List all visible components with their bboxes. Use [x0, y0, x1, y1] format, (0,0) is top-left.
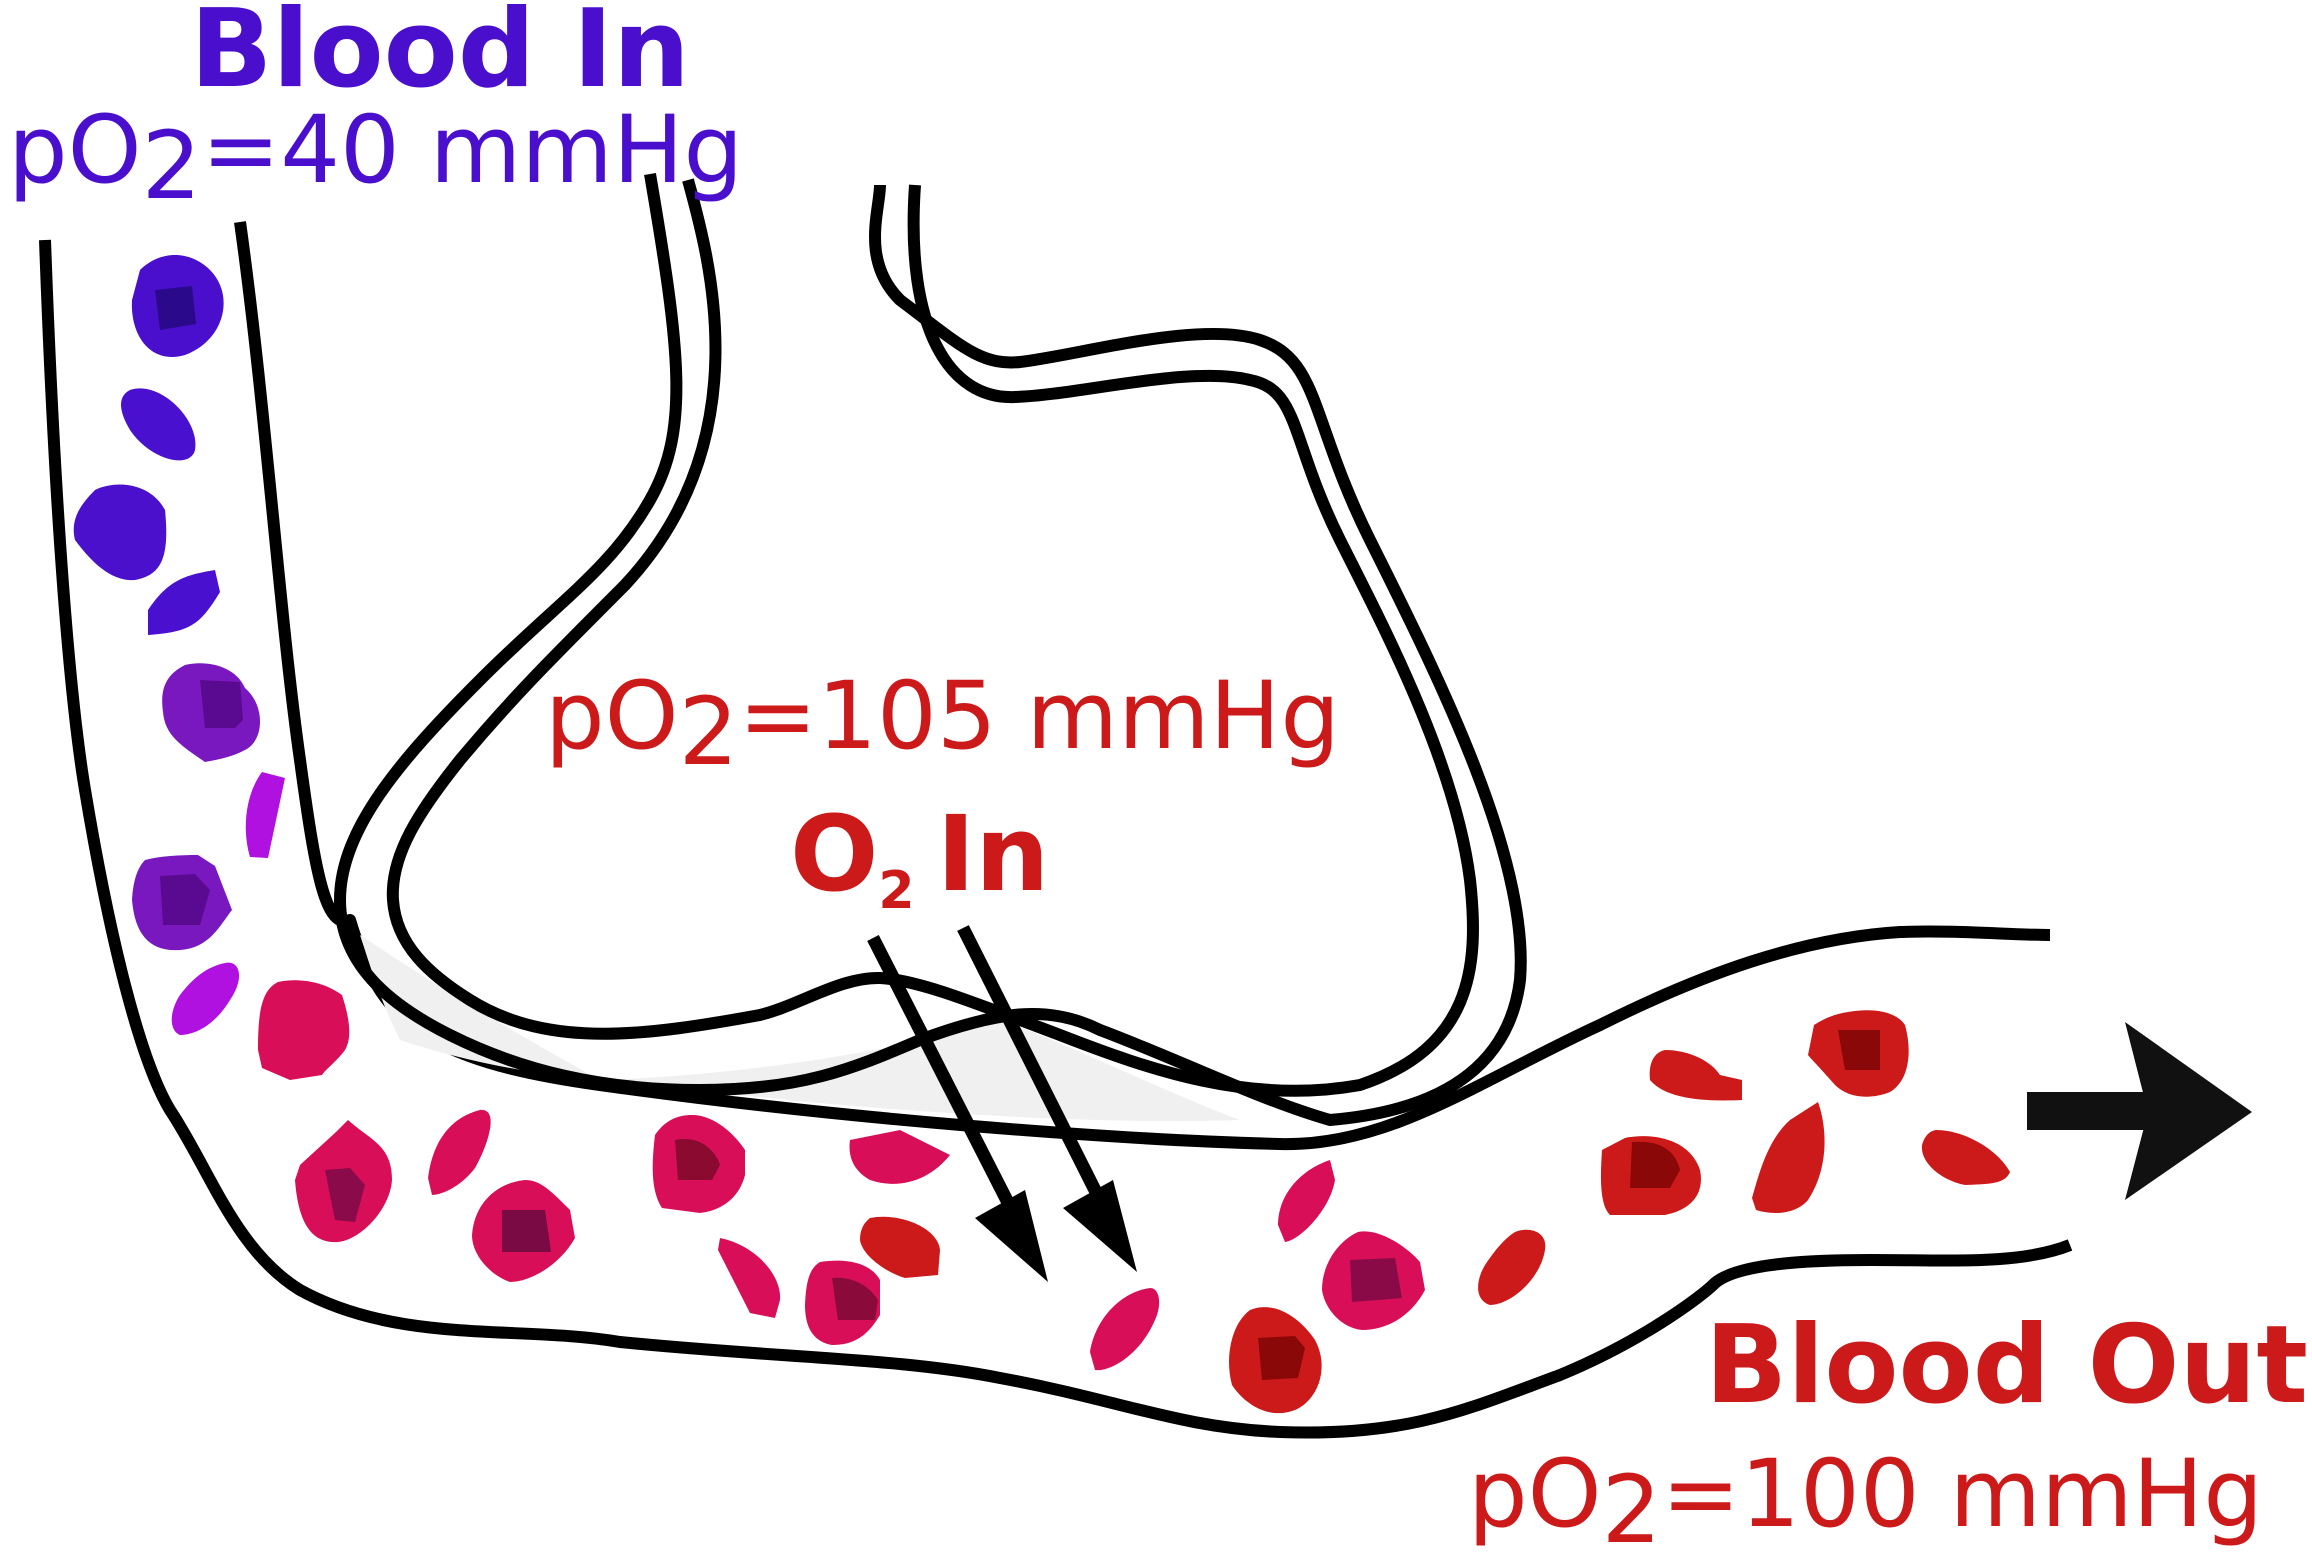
blood-cell-nucleus: [1258, 1336, 1305, 1380]
transitional-cells: [258, 980, 1425, 1371]
o2-in-label: O2 In: [790, 793, 1049, 921]
right-arrow-icon: [2027, 1092, 2152, 1130]
blood-cell: [171, 962, 240, 1035]
down-right-arrow-icon: [957, 925, 1116, 1223]
diffusion-arrows: [867, 925, 1137, 1282]
blood-cell: [849, 1130, 950, 1184]
blood-cell: [258, 980, 350, 1080]
blood-out-label: Blood Out: [1705, 1303, 2308, 1428]
capillary: [39, 221, 2073, 1439]
alveolus-po2-label: pO2=105 mmHg: [545, 662, 1340, 787]
alveolus-outer-wall: [334, 172, 1527, 1126]
arrowhead: [1063, 1180, 1137, 1272]
capillary-inner-wall: [234, 221, 2051, 1151]
blood-cell-nucleus: [832, 1277, 878, 1320]
down-right-arrow-icon: [867, 935, 1028, 1233]
blood-cell: [718, 1238, 781, 1318]
blood-cell-nucleus: [325, 1168, 365, 1222]
blood-cell-nucleus: [1630, 1141, 1680, 1188]
oxygenated-cells: [860, 1010, 2010, 1414]
blood-cell-nucleus: [160, 874, 210, 925]
blood-cell: [1921, 1130, 2010, 1185]
blood-cell: [121, 388, 196, 461]
alveolus-inner-wall: [386, 178, 1479, 1097]
labels: Blood In pO2=40 mmHg pO2=105 mmHg O2 In B…: [8, 0, 2308, 1553]
blood-cell-nucleus: [675, 1139, 720, 1180]
blood-cell: [245, 772, 285, 858]
arrowhead: [975, 1190, 1048, 1282]
blood-cell-nucleus: [1350, 1258, 1402, 1302]
blood-cell: [1752, 1102, 1825, 1213]
blood-cell: [1649, 1050, 1742, 1101]
blood-in-po2-label: pO2=40 mmHg: [8, 96, 743, 221]
blood-cell-nucleus: [155, 286, 196, 330]
blood-cell-nucleus: [200, 680, 243, 728]
blood-in-label: Blood In: [190, 0, 690, 112]
blood-cell: [148, 570, 220, 635]
blood-cell: [1478, 1229, 1546, 1305]
blood-out-po2-label: pO2=100 mmHg: [1468, 1440, 2263, 1553]
blood-cell-nucleus: [1838, 1030, 1880, 1070]
blood-cell: [73, 484, 167, 581]
deoxygenated-cells: [73, 255, 285, 1035]
blood-cell: [428, 1109, 491, 1195]
arrowhead: [2125, 1022, 2252, 1200]
blood-cell: [1278, 1160, 1335, 1242]
blood-cell: [1090, 1288, 1160, 1371]
flow-arrow: [2027, 1022, 2252, 1200]
capillary-outer-wall: [39, 239, 2073, 1439]
blood-cell-nucleus: [502, 1210, 551, 1252]
alveolus: [334, 172, 1527, 1126]
blood-cell: [860, 1216, 940, 1278]
